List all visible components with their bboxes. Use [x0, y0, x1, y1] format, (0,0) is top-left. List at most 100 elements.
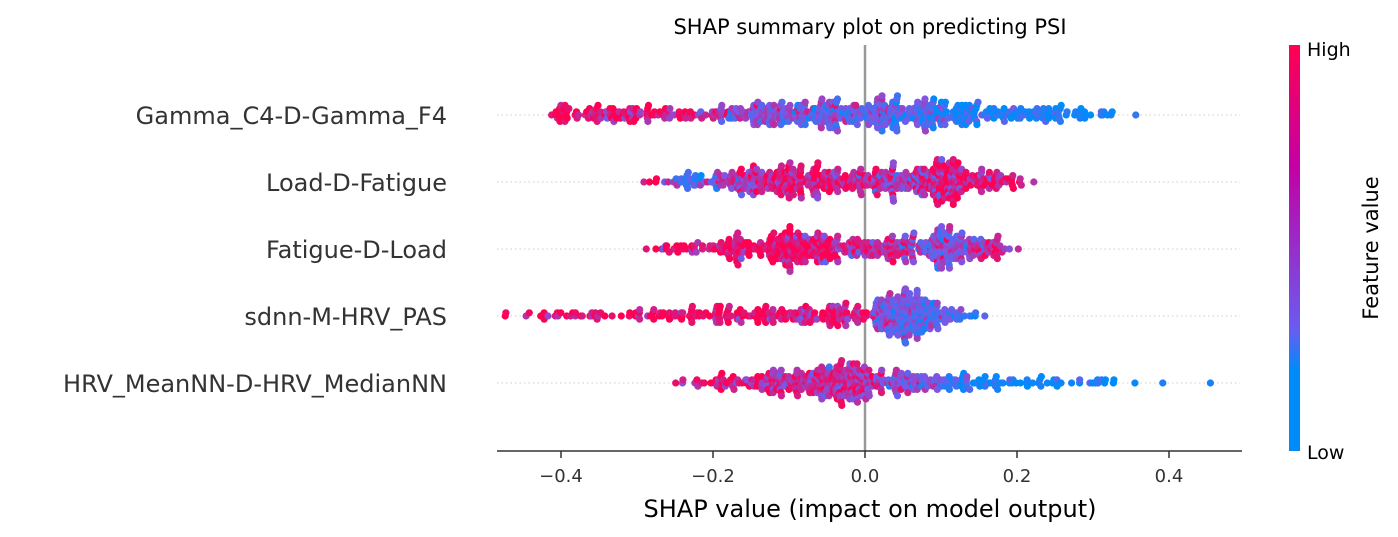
- data-point: [941, 121, 949, 129]
- data-point: [909, 258, 918, 266]
- data-point: [664, 178, 672, 186]
- data-point: [873, 191, 881, 199]
- data-point: [844, 315, 852, 323]
- data-point: [737, 165, 745, 173]
- data-point: [852, 101, 860, 109]
- data-point: [842, 299, 850, 307]
- data-point: [1014, 245, 1022, 253]
- data-point: [834, 232, 842, 240]
- data-point: [958, 229, 966, 237]
- data-point: [644, 101, 653, 109]
- data-point: [745, 251, 753, 259]
- data-point: [981, 312, 989, 320]
- data-point: [946, 223, 954, 231]
- x-axis-label: SHAP value (impact on model output): [644, 495, 1097, 523]
- data-point: [770, 121, 778, 129]
- data-point: [718, 101, 726, 109]
- data-point: [1009, 184, 1018, 192]
- data-point: [1023, 382, 1031, 390]
- data-point: [838, 357, 846, 365]
- data-point: [650, 306, 658, 314]
- data-point: [626, 309, 634, 317]
- data-point: [1016, 379, 1025, 387]
- x-tick-label: 0.2: [1003, 466, 1032, 487]
- data-point: [684, 184, 692, 192]
- data-point: [688, 302, 697, 310]
- data-point: [1030, 178, 1038, 186]
- data-point: [1081, 114, 1089, 122]
- data-point: [1000, 117, 1009, 125]
- data-point: [594, 101, 602, 109]
- data-point: [1101, 376, 1109, 384]
- data-point: [1206, 379, 1214, 387]
- data-point: [921, 95, 929, 103]
- data-point: [1045, 105, 1053, 113]
- data-point: [993, 255, 1002, 263]
- data-point: [1159, 379, 1167, 387]
- data-point: [820, 232, 828, 240]
- data-point: [963, 373, 971, 381]
- data-point: [1057, 379, 1065, 387]
- data-point: [1057, 101, 1065, 109]
- data-point: [758, 168, 766, 176]
- data-point: [1063, 108, 1071, 116]
- data-point: [525, 309, 533, 317]
- data-point: [862, 309, 871, 317]
- data-point: [1056, 117, 1064, 125]
- data-point: [797, 162, 805, 170]
- data-point: [945, 385, 954, 393]
- data-point: [970, 235, 978, 243]
- data-point: [913, 334, 921, 342]
- data-point: [904, 369, 912, 377]
- data-point: [636, 315, 644, 323]
- data-point: [652, 245, 660, 253]
- data-point: [1037, 373, 1045, 381]
- data-point: [894, 293, 902, 301]
- data-point: [893, 92, 902, 100]
- data-point: [857, 191, 865, 199]
- data-point: [1016, 175, 1024, 183]
- data-point: [744, 239, 753, 247]
- data-point: [1087, 111, 1095, 119]
- data-point: [1080, 108, 1089, 116]
- data-point: [981, 373, 989, 381]
- colorbar-low-label: Low: [1307, 442, 1344, 464]
- data-point: [888, 232, 897, 240]
- data-point: [737, 255, 745, 263]
- data-point: [941, 98, 950, 106]
- data-point: [1017, 181, 1025, 189]
- data-point: [725, 302, 733, 310]
- feature-label: HRV_MeanNN-D-HRV_MedianNN: [63, 370, 447, 398]
- feature-label: Load-D-Fatigue: [266, 169, 447, 197]
- data-point: [688, 318, 696, 326]
- data-point: [728, 168, 736, 176]
- data-point: [1023, 376, 1031, 384]
- data-point: [1009, 172, 1017, 180]
- data-point: [933, 299, 941, 307]
- data-point: [758, 188, 766, 196]
- data-point: [977, 188, 986, 196]
- data-point: [728, 184, 736, 192]
- data-point: [608, 312, 616, 320]
- data-point: [945, 264, 954, 272]
- data-point: [853, 360, 861, 368]
- data-point: [834, 258, 842, 266]
- data-point: [854, 302, 862, 310]
- data-point: [901, 232, 909, 240]
- data-point: [752, 188, 761, 196]
- x-tick-label: −0.4: [539, 466, 583, 487]
- data-point: [801, 258, 809, 266]
- data-point: [853, 398, 862, 406]
- data-point: [636, 306, 644, 314]
- data-point: [865, 366, 873, 374]
- data-point: [786, 101, 794, 109]
- data-point: [910, 229, 918, 237]
- data-point: [992, 373, 1000, 381]
- data-point: [877, 389, 886, 397]
- data-point: [865, 392, 873, 400]
- data-point: [972, 309, 980, 317]
- data-point: [762, 302, 770, 310]
- data-point: [966, 385, 974, 393]
- x-ticks: −0.4 −0.2 0.0 0.2 0.4: [539, 451, 1183, 487]
- data-point: [893, 392, 902, 400]
